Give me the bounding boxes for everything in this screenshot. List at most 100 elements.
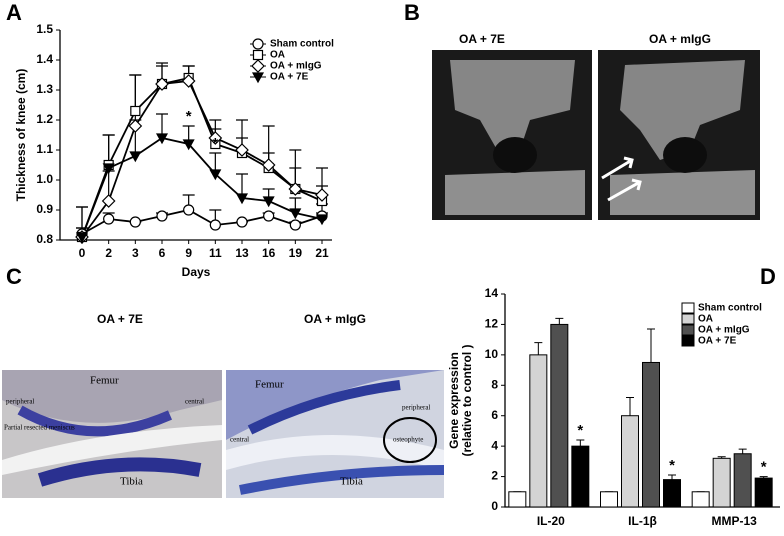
series-line	[81, 137, 323, 238]
error-bar	[738, 448, 747, 454]
marker	[262, 196, 275, 208]
y-tick-label: 1.0	[36, 172, 53, 186]
legend-swatch	[681, 335, 695, 347]
x-tick-label: 3	[132, 246, 139, 260]
marker	[209, 219, 221, 231]
marker	[130, 105, 141, 117]
y-tick-label: 1.4	[36, 52, 53, 66]
marker	[155, 133, 169, 145]
series-line	[81, 80, 323, 238]
bar	[754, 477, 773, 508]
x-tick-label: 2	[105, 246, 112, 260]
image-text: Femur	[255, 379, 284, 391]
x-tick-label: 11	[209, 246, 222, 260]
x-tick-label: IL-1β	[628, 514, 657, 528]
marker	[75, 232, 89, 244]
image-text: Partial resected meniscus	[4, 424, 75, 432]
bar	[691, 491, 710, 508]
x-axis-label: Days	[182, 265, 211, 279]
series-line	[81, 209, 323, 235]
x-tick-label: 13	[235, 246, 249, 260]
legend-swatch	[681, 313, 695, 325]
bar	[621, 415, 639, 508]
image-text: Tibia	[120, 476, 143, 488]
y-tick-label: 0.9	[36, 202, 53, 216]
error-bar	[576, 439, 585, 447]
y-tick-label: 14	[485, 286, 499, 300]
legend-label: Sham control	[270, 39, 334, 50]
error-bar	[647, 328, 655, 363]
y-axis-label: Thickness of knee (cm)	[14, 69, 28, 202]
x-tick-label: 0	[79, 246, 86, 260]
error-bar	[668, 474, 676, 480]
marker	[209, 169, 222, 181]
marker	[208, 131, 223, 145]
legend-marker	[252, 49, 264, 61]
legend-swatch	[681, 324, 695, 336]
annotation: *	[577, 422, 583, 439]
annotation: *	[669, 457, 675, 474]
legend-label: OA	[270, 50, 285, 61]
y-tick-label: 1.1	[36, 142, 53, 156]
image-text: Femur	[90, 375, 119, 387]
legend-label: OA + 7E	[270, 72, 309, 83]
image-text: central	[185, 398, 204, 406]
marker	[289, 208, 302, 220]
x-tick-label: 9	[185, 246, 192, 260]
marker	[289, 219, 301, 231]
bar	[712, 457, 731, 508]
y-tick-label: 12	[485, 317, 499, 331]
ct-image	[432, 50, 760, 220]
annotation: *	[186, 108, 192, 125]
bar	[550, 323, 569, 508]
panel-letter: B	[404, 0, 420, 25]
panel-letter: D	[760, 264, 776, 289]
y-tick-label: 1.5	[36, 22, 53, 36]
y-tick-label: 10	[485, 347, 499, 361]
marker	[128, 119, 143, 133]
marker	[103, 213, 115, 225]
y-tick-label: 0.8	[36, 232, 53, 246]
marker	[129, 151, 142, 163]
legend-label: OA + mIgG	[270, 61, 322, 72]
marker	[315, 214, 329, 226]
bar	[642, 361, 660, 508]
panel-letter: C	[6, 264, 22, 289]
bar	[663, 479, 681, 508]
marker	[101, 194, 116, 208]
error-bar	[534, 342, 543, 355]
image-label: OA + mIgG	[649, 32, 711, 46]
error-bar	[555, 317, 564, 325]
legend-marker	[251, 72, 265, 84]
legend-swatch	[681, 302, 695, 314]
series-line	[81, 76, 323, 238]
x-tick-label: 21	[315, 246, 329, 260]
bar	[529, 354, 548, 508]
image-text: central	[230, 436, 249, 444]
bar	[600, 491, 618, 508]
marker	[183, 204, 195, 216]
marker	[288, 182, 303, 196]
y-tick-label: 8	[491, 377, 498, 391]
image-label: OA + mIgG	[304, 312, 366, 326]
marker	[235, 193, 249, 205]
marker	[182, 139, 195, 151]
y-tick-label: 0	[491, 499, 498, 513]
marker	[235, 143, 249, 157]
marker	[102, 163, 115, 175]
bar	[733, 453, 752, 508]
image-text: osteophyte	[393, 436, 423, 444]
bar	[508, 491, 527, 508]
image-text: peripheral	[6, 398, 34, 406]
y-tick-label: 4	[491, 438, 498, 452]
x-tick-label: 19	[289, 246, 303, 260]
annotation: *	[212, 135, 218, 152]
legend-marker	[252, 38, 264, 50]
annotation: *	[761, 459, 767, 476]
y-axis-label: Gene expression	[447, 352, 461, 449]
panel-letter: A	[6, 0, 22, 25]
marker	[263, 210, 275, 222]
legend-label: Sham control	[698, 303, 762, 314]
marker	[315, 188, 329, 202]
